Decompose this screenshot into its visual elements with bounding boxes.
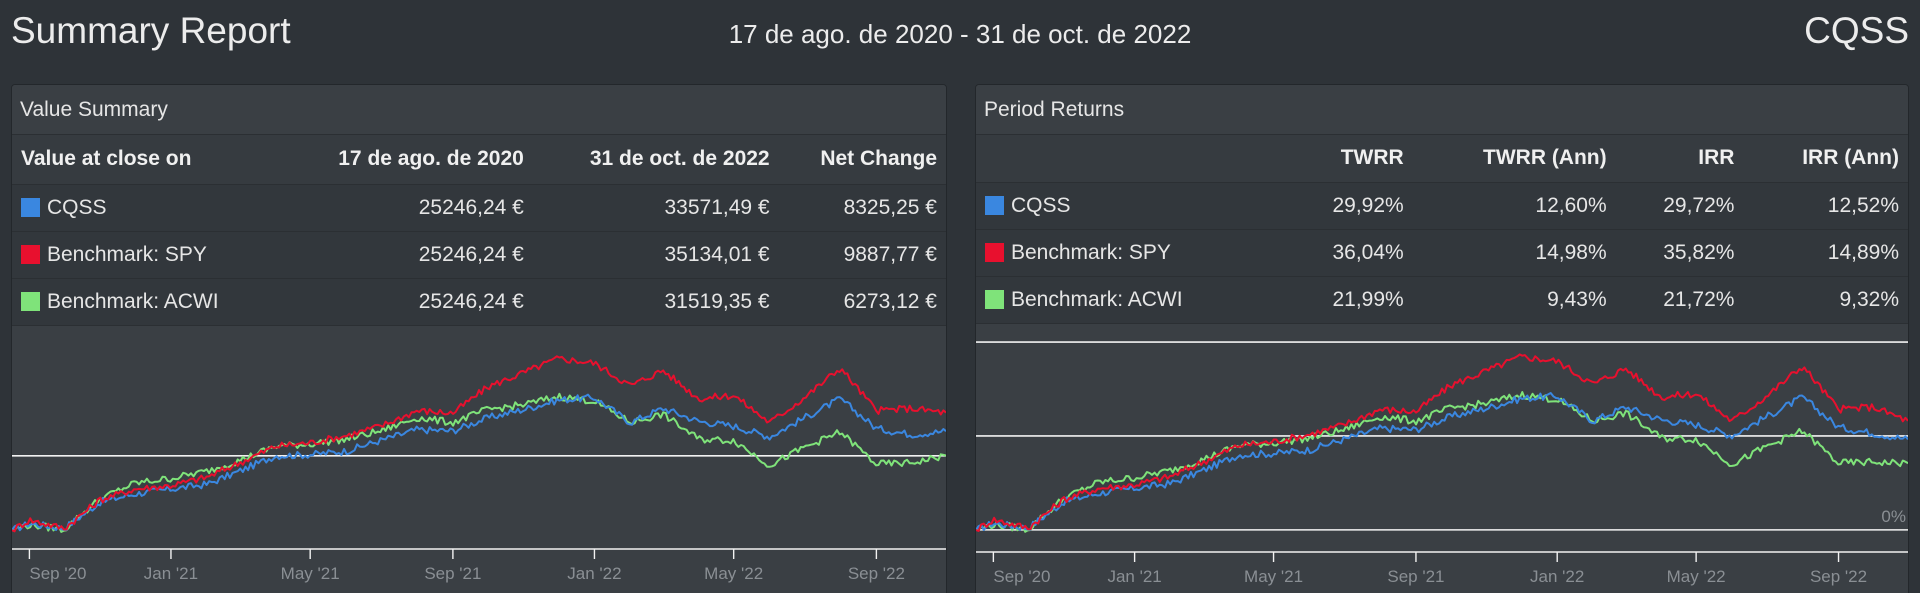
x-tick-label: Sep '20 <box>29 564 86 583</box>
legend-swatch-spy <box>985 242 1004 262</box>
cell-start-value: 25246,24 € <box>279 278 533 326</box>
cell-irr-ann: 14,89% <box>1743 229 1908 277</box>
table-row: CQSS 29,92% 12,60% 29,72% 12,52% <box>976 182 1908 230</box>
period-returns-title: Period Returns <box>976 85 1908 135</box>
column-header: IRR <box>1615 135 1744 183</box>
series-line-benchmark-acwi <box>12 392 946 533</box>
x-tick-label: May '21 <box>1244 567 1303 586</box>
table-row: Benchmark: SPY 36,04% 14,98% 35,82% 14,8… <box>976 229 1908 277</box>
cell-irr-ann: 12,52% <box>1743 182 1908 230</box>
table-row: CQSS 25246,24 € 33571,49 € 8325,25 € <box>12 184 946 232</box>
cell-twrr: 36,04% <box>1284 229 1413 277</box>
cell-end-value: 31519,35 € <box>532 278 779 326</box>
page-title: Summary Report <box>11 10 291 51</box>
period-returns-panel: Period Returns TWRR TWRR (Ann) IRR IRR (… <box>975 84 1909 593</box>
column-header: TWRR <box>1284 135 1413 183</box>
value-summary-table: Value at close on 17 de ago. de 2020 31 … <box>12 135 946 326</box>
x-tick-label: Sep '21 <box>424 564 481 583</box>
x-tick-label: Sep '20 <box>993 567 1050 586</box>
series-line-cqss <box>976 392 1908 531</box>
returns-chart-container: Sep '20 Jan '21 May '21 Sep '21 Jan '22 May '… <box>976 330 1908 593</box>
column-header: IRR (Ann) <box>1743 135 1908 183</box>
returns-chart[interactable]: Sep '20 Jan '21 May '21 Sep '21 Jan '22 May '… <box>976 330 1909 593</box>
cell-start-value: 25246,24 € <box>279 231 533 279</box>
value-chart-container: Sep '20 Jan '21 May '21 Sep '21 Jan '22 May '… <box>12 331 946 593</box>
value-summary-title: Value Summary <box>12 85 946 135</box>
cell-start-value: 25246,24 € <box>279 184 533 232</box>
column-header: 17 de ago. de 2020 <box>279 135 533 185</box>
cell-irr: 29,72% <box>1615 182 1744 230</box>
x-tick-label: Jan '21 <box>144 564 198 583</box>
cell-twrr-ann: 14,98% <box>1412 229 1616 277</box>
x-tick-label: Sep '22 <box>848 564 905 583</box>
x-tick-label: Jan '22 <box>567 564 621 583</box>
column-header: TWRR (Ann) <box>1412 135 1616 183</box>
cell-net-change: 9887,77 € <box>778 231 946 279</box>
x-tick-label: May '22 <box>704 564 763 583</box>
column-header: Net Change <box>778 135 946 185</box>
value-chart[interactable]: Sep '20 Jan '21 May '21 Sep '21 Jan '22 May '… <box>12 331 947 593</box>
cell-end-value: 35134,01 € <box>532 231 779 279</box>
x-tick-label: Jan '22 <box>1530 567 1584 586</box>
legend-swatch-cqss <box>21 197 40 217</box>
table-row: Benchmark: SPY 25246,24 € 35134,01 € 988… <box>12 231 946 279</box>
series-line-benchmark-acwi <box>976 391 1908 533</box>
x-tick-label: May '22 <box>1667 567 1726 586</box>
legend-swatch-acwi <box>21 291 40 311</box>
cell-twrr-ann: 12,60% <box>1412 182 1616 230</box>
x-tick-label: Jan '21 <box>1107 567 1161 586</box>
portfolio-code: CQSS <box>1804 10 1909 51</box>
cell-end-value: 33571,49 € <box>532 184 779 232</box>
date-range: 17 de ago. de 2020 - 31 de oct. de 2022 <box>728 19 1192 49</box>
series-line-cqss <box>12 393 946 532</box>
series-line-benchmark-spy <box>12 355 946 533</box>
cell-twrr: 29,92% <box>1284 182 1413 230</box>
column-header: Value at close on <box>12 135 280 185</box>
cell-irr-ann: 9,32% <box>1743 276 1908 324</box>
row-label: Benchmark: ACWI <box>47 289 219 313</box>
table-header-row: TWRR TWRR (Ann) IRR IRR (Ann) <box>976 135 1908 183</box>
cell-net-change: 6273,12 € <box>778 278 946 326</box>
row-label: Benchmark: ACWI <box>1011 287 1183 311</box>
series-line-benchmark-spy <box>976 353 1908 532</box>
row-label: CQSS <box>47 195 107 219</box>
row-label: Benchmark: SPY <box>47 242 207 266</box>
period-returns-table: TWRR TWRR (Ann) IRR IRR (Ann) CQSS 29,92… <box>976 135 1908 324</box>
report-header: Summary Report 17 de ago. de 2020 - 31 d… <box>0 0 1920 70</box>
table-header-row: Value at close on 17 de ago. de 2020 31 … <box>12 135 946 185</box>
cell-twrr: 21,99% <box>1284 276 1413 324</box>
table-row: Benchmark: ACWI 21,99% 9,43% 21,72% 9,32… <box>976 276 1908 324</box>
cell-twrr-ann: 9,43% <box>1412 276 1616 324</box>
cell-net-change: 8325,25 € <box>778 184 946 232</box>
column-header: 31 de oct. de 2022 <box>532 135 779 185</box>
cell-irr: 35,82% <box>1615 229 1744 277</box>
x-tick-label: Sep '22 <box>1810 567 1867 586</box>
x-tick-label: May '21 <box>281 564 340 583</box>
y-axis-label: 0% <box>1881 507 1906 526</box>
legend-swatch-acwi <box>985 289 1004 309</box>
row-label: CQSS <box>1011 193 1071 217</box>
x-tick-label: Sep '21 <box>1387 567 1444 586</box>
cell-irr: 21,72% <box>1615 276 1744 324</box>
legend-swatch-cqss <box>985 195 1004 215</box>
value-summary-panel: Value Summary Value at close on 17 de ag… <box>11 84 947 593</box>
table-row: Benchmark: ACWI 25246,24 € 31519,35 € 62… <box>12 278 946 326</box>
column-header <box>976 135 1285 183</box>
row-label: Benchmark: SPY <box>1011 240 1171 264</box>
legend-swatch-spy <box>21 244 40 264</box>
